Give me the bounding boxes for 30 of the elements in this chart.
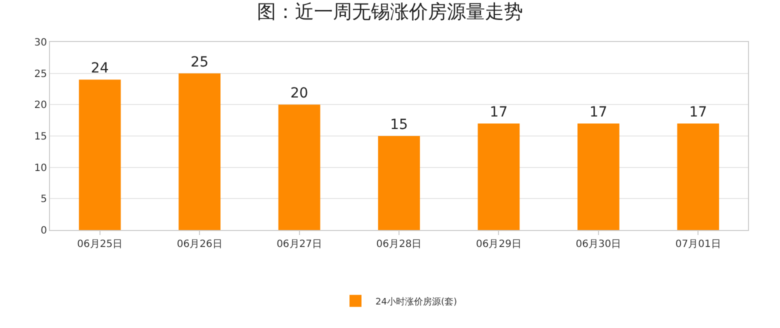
data-label: 20 — [290, 86, 308, 102]
data-label: 17 — [590, 104, 608, 120]
x-tick-label: 06月28日 — [376, 239, 422, 250]
bar — [78, 80, 121, 230]
bar — [178, 73, 221, 230]
data-label: 25 — [190, 54, 208, 70]
y-tick-label: 0 — [40, 226, 47, 236]
data-label: 15 — [390, 117, 408, 133]
legend-label: 24小时涨价房源(套) — [376, 296, 457, 308]
bar — [478, 123, 520, 230]
data-label: 17 — [490, 104, 508, 120]
x-tick-label: 07月01日 — [675, 239, 721, 250]
data-label: 17 — [689, 104, 708, 120]
x-tick-label: 06月30日 — [576, 239, 622, 250]
x-tick-label: 06月25日 — [77, 239, 123, 250]
x-tick-label: 06月29日 — [476, 239, 522, 250]
x-tick-label: 06月27日 — [276, 239, 322, 250]
y-tick-label: 5 — [40, 194, 47, 206]
bar — [577, 123, 620, 230]
y-tick-label: 15 — [34, 132, 47, 142]
chart-title: 图：近一周无锡涨价房源量走势 — [257, 1, 523, 24]
bar — [378, 136, 420, 230]
bar — [278, 104, 320, 230]
data-label: 24 — [90, 60, 109, 77]
x-tick-label: 06月26日 — [176, 239, 222, 250]
y-tick-label: 10 — [34, 162, 47, 174]
y-tick-label: 30 — [34, 38, 47, 48]
y-tick-label: 25 — [34, 68, 47, 80]
bar — [677, 123, 720, 230]
y-tick-label: 20 — [34, 100, 47, 112]
